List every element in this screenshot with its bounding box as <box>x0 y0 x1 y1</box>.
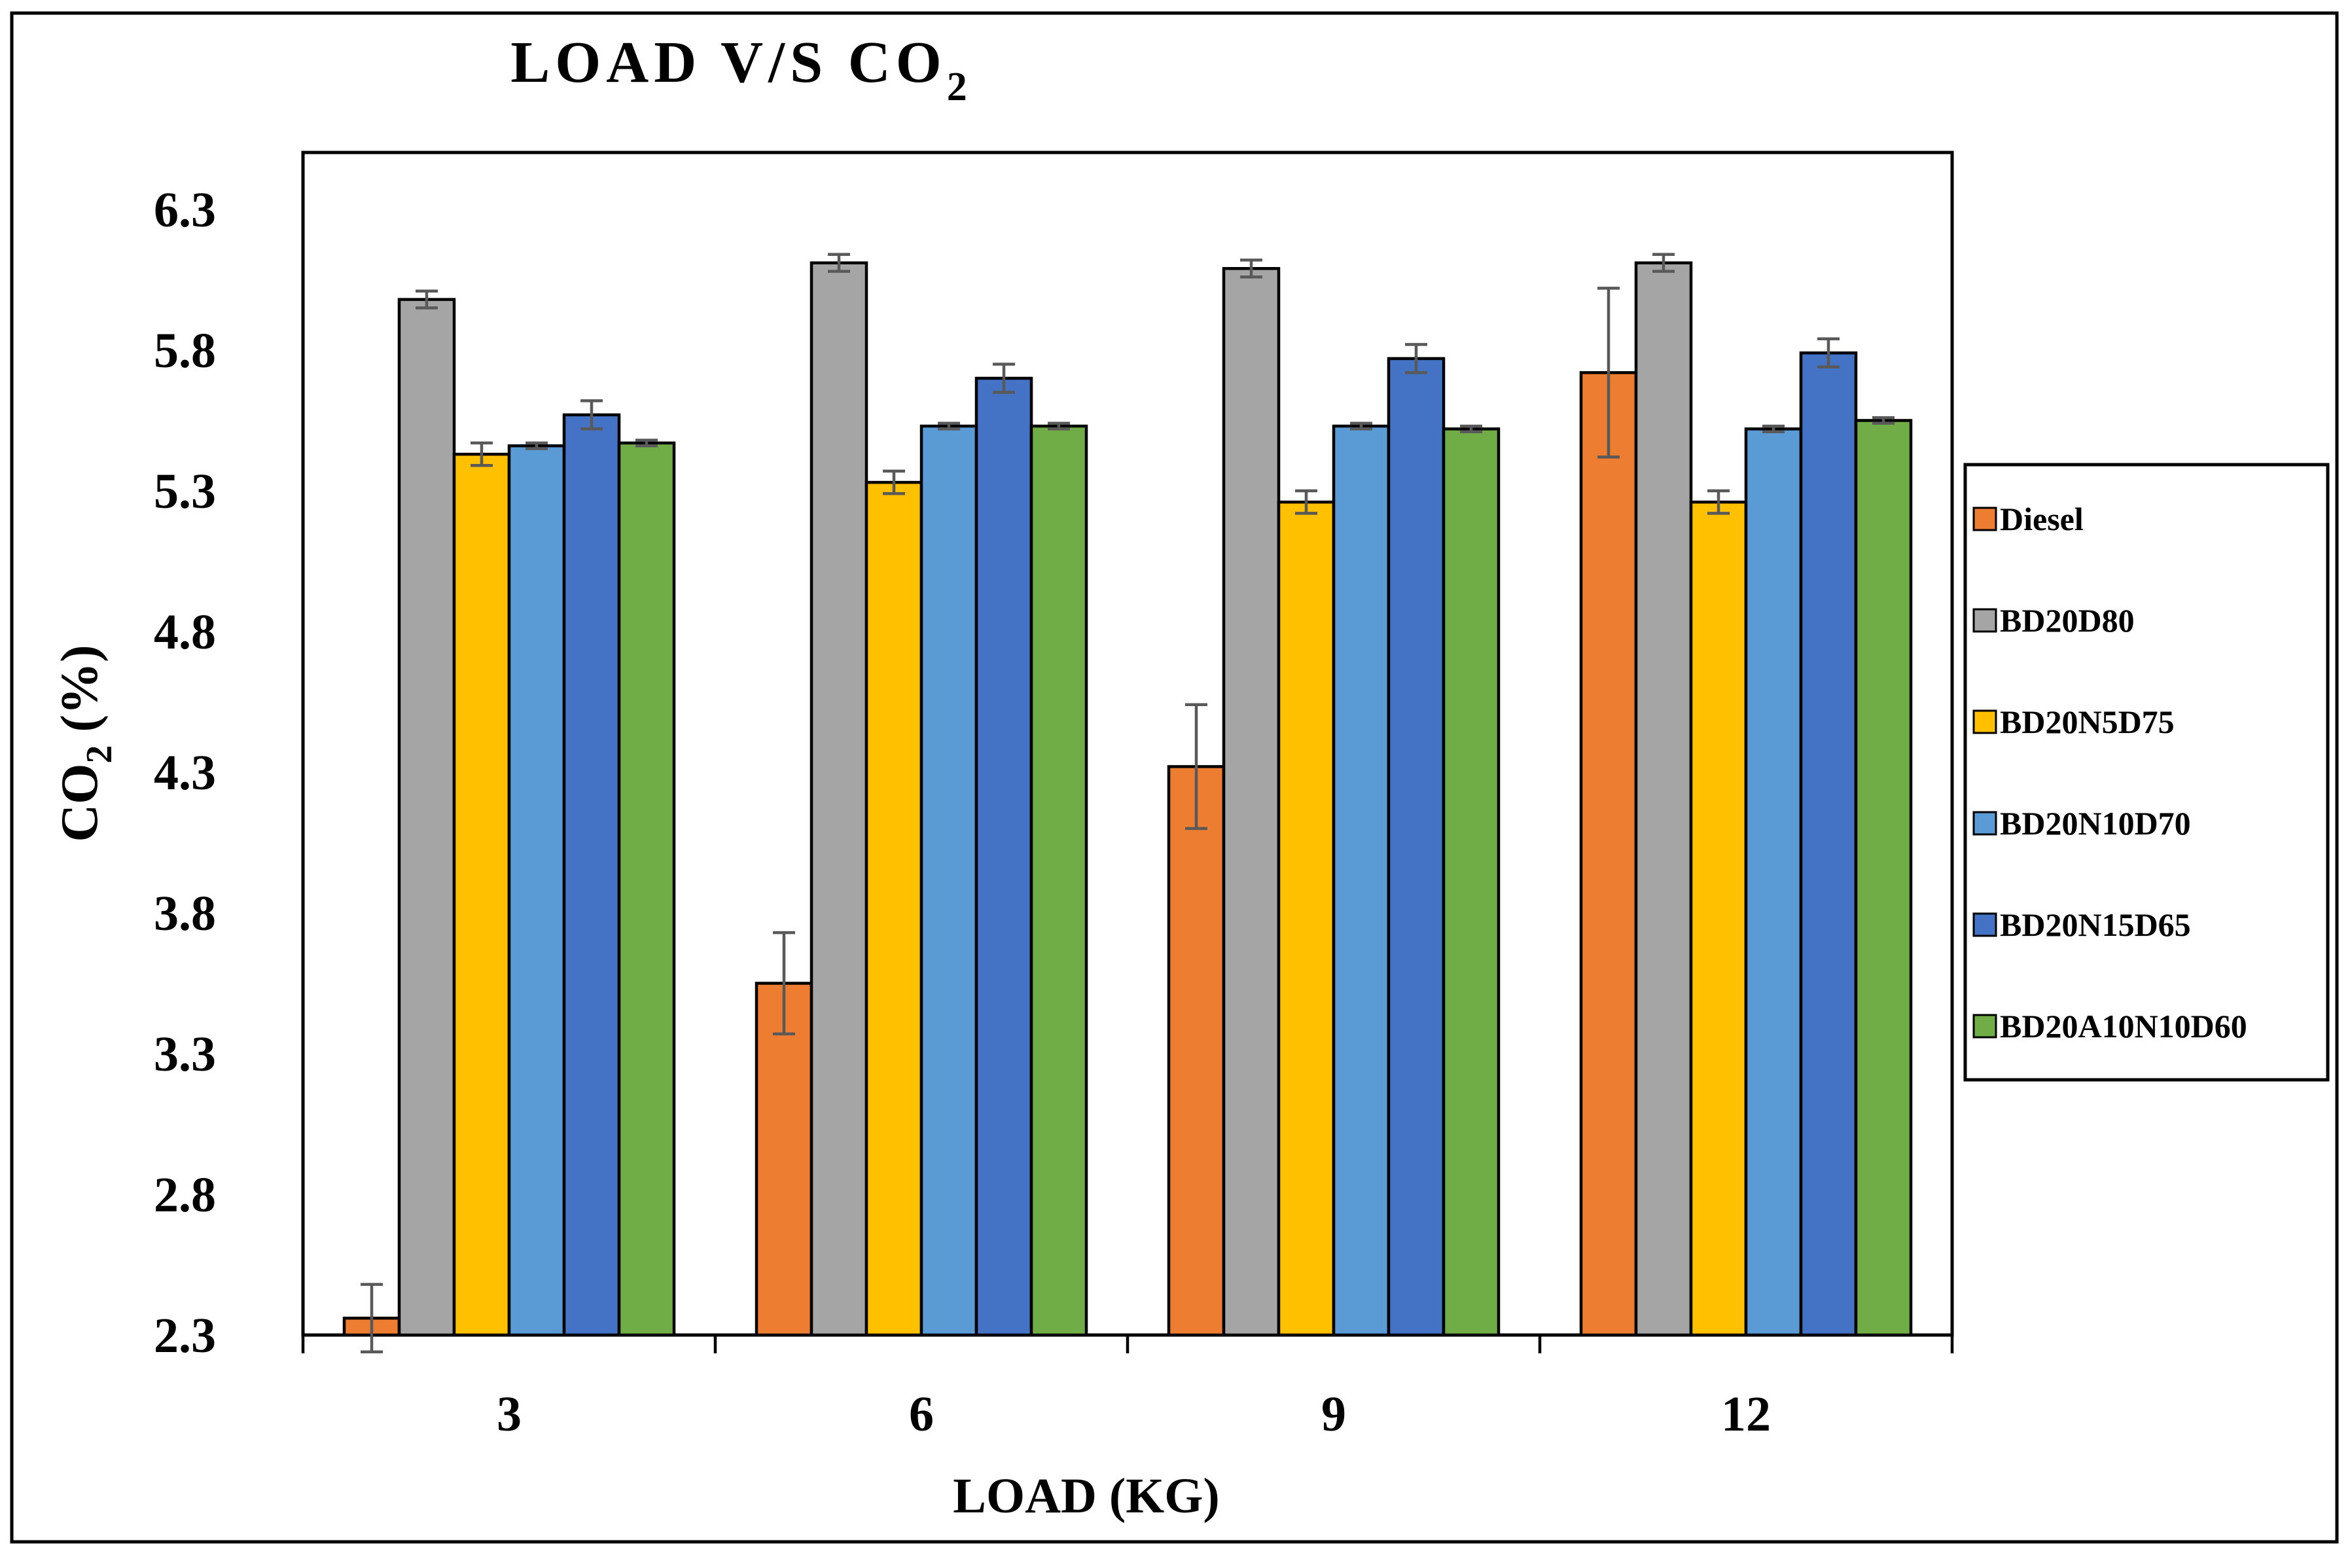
bar-bd20a10n10d60-3 <box>617 441 676 1337</box>
bar-bd20d80-3 <box>397 298 456 1337</box>
y-tick-label: 6.3 <box>154 183 216 238</box>
legend-label-bd20d80: BD20D80 <box>2000 602 2135 639</box>
bar-bd20n10d70-12 <box>1744 427 1803 1337</box>
bar-bd20n5d75-12 <box>1689 500 1748 1337</box>
bar-bd20a10n10d60-12 <box>1854 419 1913 1337</box>
bar-bd20n15d65-6 <box>974 376 1033 1337</box>
legend-swatch-bd20n5d75 <box>1972 709 1997 734</box>
legend-label-diesel: Diesel <box>2000 501 2084 537</box>
x-tick-label: 3 <box>497 1387 522 1442</box>
y-axis-label-main: CO <box>51 764 109 842</box>
legend-swatch-diesel <box>1972 507 1997 531</box>
bar-bd20n15d65-9 <box>1387 357 1446 1337</box>
y-tick-label: 3.8 <box>154 886 216 941</box>
y-axis-label: CO2 (%) <box>51 645 120 842</box>
legend-swatch-bd20a10n10d60 <box>1972 1014 1997 1039</box>
bar-diesel-9 <box>1167 765 1226 1337</box>
legend-label-bd20n5d75: BD20N5D75 <box>2000 704 2175 740</box>
y-tick-label: 2.8 <box>154 1167 216 1222</box>
legend-swatch-bd20n10d70 <box>1972 811 1997 836</box>
bar-diesel-12 <box>1579 371 1638 1337</box>
bar-bd20n15d65-12 <box>1799 351 1858 1337</box>
bar-bd20d80-9 <box>1222 267 1281 1337</box>
bar-bd20n10d70-3 <box>507 444 566 1337</box>
legend-swatch-bd20d80 <box>1972 608 1997 633</box>
y-tick-labels: 2.3 2.8 3.3 3.8 4.3 4.8 5.3 5.8 6.3 <box>154 183 216 1363</box>
bar-bd20n15d65-3 <box>562 413 621 1337</box>
y-tick-label: 4.3 <box>154 745 216 800</box>
bar-bd20n5d75-9 <box>1277 500 1336 1337</box>
chart-title-main: LOAD V/S CO <box>510 30 946 95</box>
y-tick-label: 3.3 <box>154 1027 216 1082</box>
x-tick-label: 12 <box>1721 1387 1771 1442</box>
legend-box <box>1963 463 2330 1082</box>
chart-title-subscript: 2 <box>947 65 972 109</box>
legend-label-bd20a10n10d60: BD20A10N10D60 <box>2000 1008 2247 1044</box>
y-axis-label-subscript: 2 <box>79 745 120 764</box>
x-tick-label: 9 <box>1321 1387 1346 1442</box>
y-tick-label: 4.8 <box>154 605 216 660</box>
bar-diesel-6 <box>755 982 813 1337</box>
error-bars <box>361 253 1895 1354</box>
x-tick-label: 6 <box>909 1387 934 1442</box>
legend-label-bd20n10d70: BD20N10D70 <box>2000 805 2191 842</box>
bar-bd20a10n10d60-9 <box>1442 427 1501 1337</box>
chart-title: LOAD V/S CO2 <box>510 30 972 109</box>
bar-bd20d80-12 <box>1634 261 1693 1337</box>
bars <box>342 261 1913 1337</box>
bar-bd20n5d75-6 <box>864 480 923 1337</box>
legend-swatch-bd20n15d65 <box>1972 912 1997 937</box>
x-axis: 3 6 9 12 <box>301 1335 1954 1442</box>
legend: Diesel BD20D80 BD20N5D75 BD20N10D70 BD20N15D… <box>1963 463 2330 1082</box>
legend-label-bd20n15d65: BD20N15D65 <box>2000 906 2191 943</box>
bar-bd20n10d70-6 <box>919 424 978 1337</box>
y-axis-label-suffix: (%) <box>51 645 109 745</box>
y-tick-label: 5.3 <box>154 464 216 519</box>
x-axis-label: LOAD (KG) <box>953 1469 1219 1523</box>
bar-bd20n5d75-3 <box>452 452 511 1337</box>
y-tick-label: 5.8 <box>154 323 216 378</box>
bar-bd20a10n10d60-6 <box>1029 424 1088 1337</box>
y-tick-label: 2.3 <box>154 1308 216 1363</box>
bar-bd20n10d70-9 <box>1332 424 1391 1337</box>
bar-bd20d80-6 <box>810 261 868 1337</box>
